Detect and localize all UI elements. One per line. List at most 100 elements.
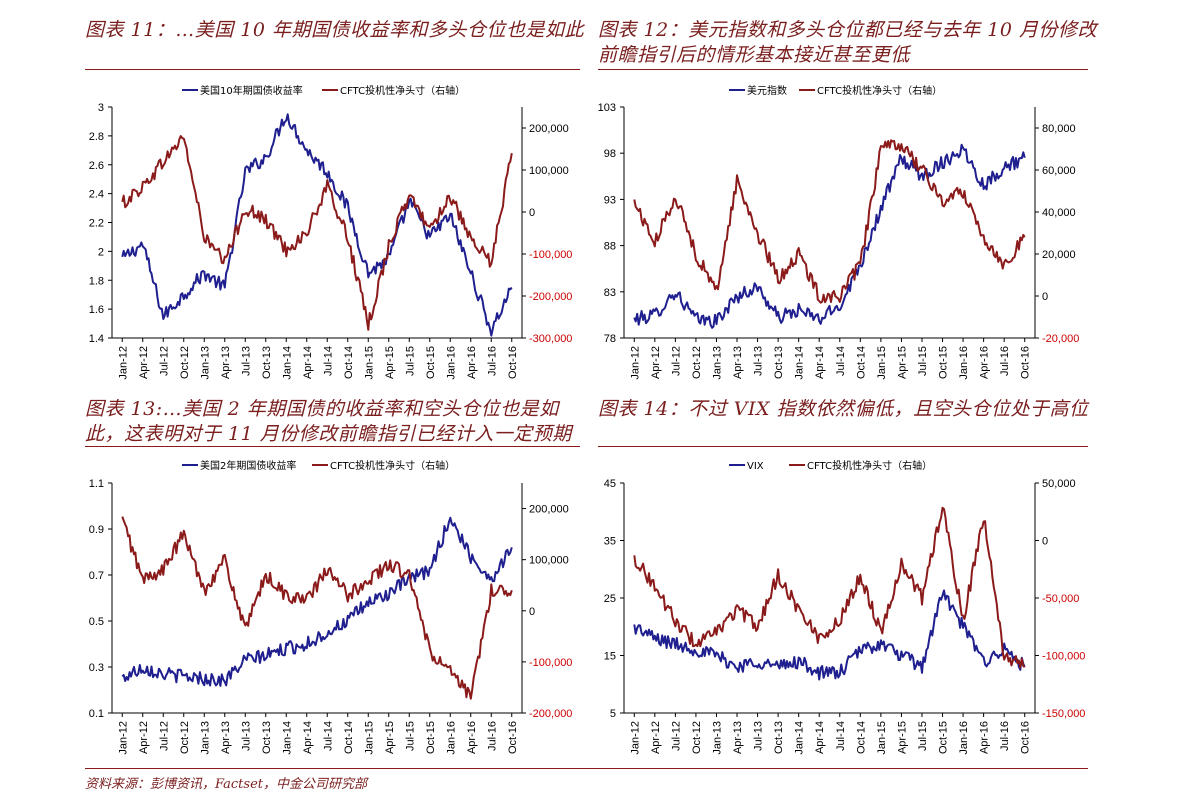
chart-3-x-tick-label: Jan-15: [876, 721, 888, 755]
chart-1-x-tick-label: Apr-13: [732, 346, 744, 379]
chart-0-x-tick-label: Jul-12: [158, 346, 170, 376]
chart-1-x-tick-label: Apr-15: [896, 346, 908, 379]
chart-0-series-1-line: [121, 135, 513, 331]
chart-1-x-tick-label: Oct-15: [938, 346, 950, 379]
chart-0-x-tick-label: Jul-15: [404, 346, 416, 376]
chart-3-x-tick-label: Oct-12: [691, 721, 703, 754]
chart-0-right-tick-label: 100,000: [529, 165, 569, 177]
chart-0-right-tick-label: -300,000: [529, 333, 572, 345]
chart-2-right-tick-label: 200,000: [529, 504, 569, 516]
chart-1-series-1-line: [633, 139, 1026, 304]
chart-3-left-tick-label: 45: [604, 478, 616, 490]
chart-0-x-tick-label: Apr-13: [220, 346, 232, 379]
chart-1-x-tick-label: Jul-12: [670, 346, 682, 376]
chart-3-x-tick-label: Apr-14: [814, 721, 826, 754]
chart-2-x-tick-label: Apr-15: [384, 721, 396, 754]
chart-1-x-tick-label: Jan-14: [794, 346, 806, 380]
chart-2-x-tick-label: Oct-16: [507, 721, 519, 754]
chart-1-left-tick-label: 83: [604, 287, 616, 299]
chart-2-left-tick-label: 1.1: [89, 478, 104, 490]
chart-0-right-tick-label: 200,000: [529, 123, 569, 135]
chart-2-legend-label: CFTC投机性净头寸（右轴）: [330, 459, 455, 472]
chart-0-left-tick-label: 1.8: [89, 275, 104, 287]
chart-1-x-tick-label: Oct-13: [773, 346, 785, 379]
chart-2-right-tick-label: 100,000: [529, 555, 569, 567]
chart-2-x-tick-label: Apr-14: [302, 721, 314, 754]
chart-3-x-tick-label: Oct-15: [938, 721, 950, 754]
chart-2-x-tick-label: Apr-13: [220, 721, 232, 754]
chart-1-left-tick-label: 103: [598, 102, 616, 114]
chart-0-left-tick-label: 1.6: [89, 304, 104, 316]
chart-1-left-tick-label: 93: [604, 194, 616, 206]
chart-3-right-tick-label: -100,000: [1042, 651, 1085, 663]
chart-0-x-tick-label: Jan-13: [199, 346, 211, 380]
chart-2-x-tick-label: Jul-12: [158, 721, 170, 751]
chart-0-x-tick-label: Jan-16: [445, 346, 457, 380]
rule-top-left: [85, 69, 580, 70]
chart-2-right-tick-label: -200,000: [529, 708, 572, 720]
chart-1-x-tick-label: Oct-16: [1020, 346, 1032, 379]
chart-2-x-tick-label: Jan-16: [445, 721, 457, 755]
chart-0-x-tick-label: Jul-14: [322, 346, 334, 376]
chart-2-left-tick-label: 0.9: [89, 524, 104, 536]
chart-3-x-tick-label: Jul-15: [917, 721, 929, 751]
chart-0-right-tick-label: -100,000: [529, 249, 572, 261]
chart-0-right-tick-label: -200,000: [529, 291, 572, 303]
chart-0-left-tick-label: 2.8: [89, 131, 104, 143]
chart-2-x-tick-label: Oct-15: [425, 721, 437, 754]
chart-2-x-tick-label: Apr-12: [138, 721, 150, 754]
title-chart-13: 图表 13:…美国 2 年期国债的收益率和空头仓位也是如此，这表明对于 11 月…: [85, 397, 585, 447]
chart-0-right-tick-label: 0: [529, 207, 535, 219]
chart-3-left-tick-label: 25: [604, 593, 616, 605]
chart-3-right-tick-label: 0: [1042, 536, 1048, 548]
chart-0-x-tick-label: Jul-13: [240, 346, 252, 376]
chart-1-legend-label: CFTC投机性净头寸（右轴）: [817, 84, 942, 97]
chart-2-right-tick-label: 0: [529, 606, 535, 618]
chart-2-x-tick-label: Oct-14: [343, 721, 355, 754]
chart-2-x-tick-label: Apr-16: [466, 721, 478, 754]
chart-3-x-tick-label: Oct-14: [855, 721, 867, 754]
chart-3-series-1-line: [633, 506, 1026, 669]
chart-1-right-tick-label: 20,000: [1042, 249, 1076, 261]
chart-3-series-0-line: [633, 589, 1026, 681]
chart-2-x-tick-label: Jul-16: [486, 721, 498, 751]
chart-12-title: 图表 12：美元指数和多头仓位都已经与去年 10 月份修改前瞻指引后的情形基本接…: [598, 19, 1097, 66]
chart-3-x-tick-label: Oct-13: [773, 721, 785, 754]
chart-3-x-tick-label: Jul-13: [753, 721, 765, 751]
chart-2-left-tick-label: 0.3: [89, 662, 104, 674]
rule-top-right: [598, 69, 1088, 70]
title-chart-14: 图表 14：不过 VIX 指数依然偏低，且空头仓位处于高位: [598, 397, 1098, 422]
chart-0-series-0-line: [121, 113, 513, 337]
chart-0-x-tick-label: Jan-15: [363, 346, 375, 380]
chart-14-title: 图表 14：不过 VIX 指数依然偏低，且空头仓位处于高位: [598, 398, 1089, 420]
chart-1-x-tick-label: Apr-14: [814, 346, 826, 379]
chart-1-right-tick-label: 80,000: [1042, 123, 1076, 135]
chart-0-x-tick-label: Oct-15: [425, 346, 437, 379]
chart-3-legend-label: VIX: [747, 461, 764, 472]
chart-1-x-tick-label: Jan-15: [876, 346, 888, 380]
chart-3-legend-label: CFTC投机性净头寸（右轴）: [807, 459, 932, 472]
chart-1-x-tick-label: Jan-16: [958, 346, 970, 380]
chart-3-x-tick-label: Apr-16: [979, 721, 991, 754]
chart-3-right-tick-label: 50,000: [1042, 478, 1076, 490]
chart-1-x-tick-label: Apr-16: [979, 346, 991, 379]
chart-0-x-tick-label: Apr-15: [384, 346, 396, 379]
chart-3-left-tick-label: 5: [610, 708, 616, 720]
chart-2-series-1-line: [121, 516, 513, 700]
chart-1-x-tick-label: Apr-12: [650, 346, 662, 379]
chart-3-x-tick-label: Jan-14: [794, 721, 806, 755]
chart-0-x-tick-label: Jan-14: [281, 346, 293, 380]
chart-3-x-tick-label: Jul-12: [670, 721, 682, 751]
chart-2-legend-label: 美国2年期国债收益率: [200, 459, 296, 472]
chart-1-right-tick-label: -20,000: [1042, 333, 1079, 345]
chart-3-x-tick-label: Apr-15: [896, 721, 908, 754]
chart-1-x-tick-label: Jan-13: [711, 346, 723, 380]
rule-bottom: [85, 768, 1088, 769]
chart-0-x-tick-label: Jan-12: [117, 346, 129, 380]
chart-2-left-tick-label: 0.7: [89, 570, 104, 582]
chart-2-right-tick-label: -100,000: [529, 657, 572, 669]
rule-mid-left: [85, 446, 580, 447]
chart-2-series-0-line: [121, 516, 513, 687]
chart-1-right-tick-label: 40,000: [1042, 207, 1076, 219]
